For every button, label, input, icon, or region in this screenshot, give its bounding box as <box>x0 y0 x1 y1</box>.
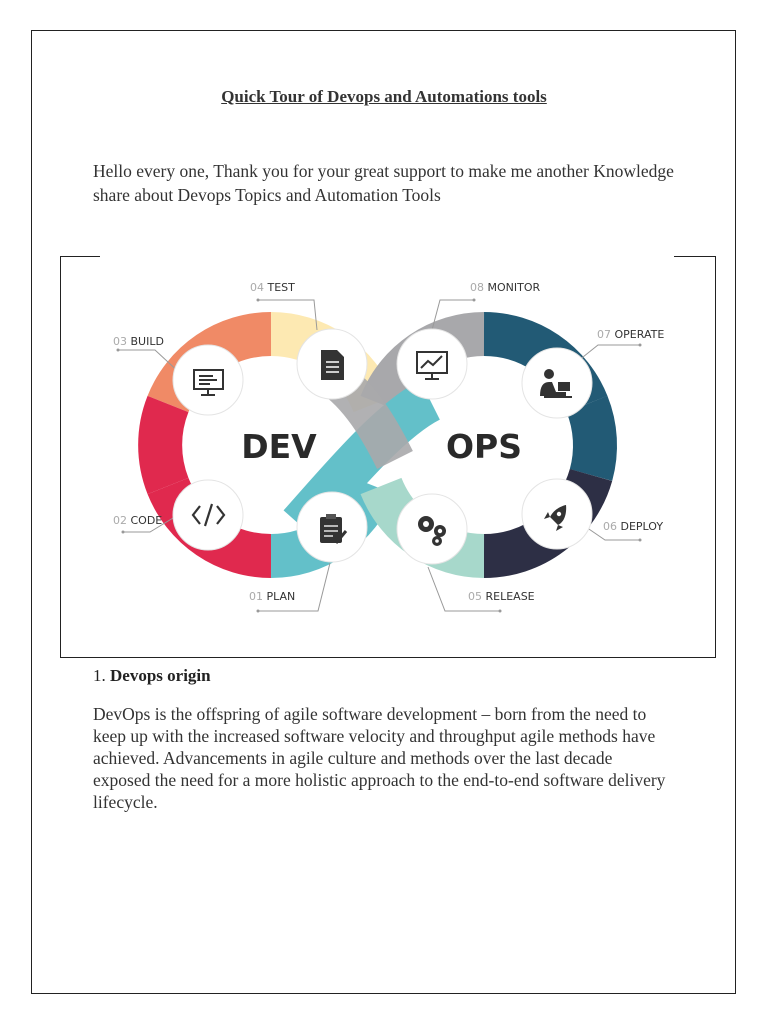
segment-operate-lower <box>566 395 617 481</box>
chart-monitor-icon <box>416 351 448 380</box>
person-laptop-icon <box>540 369 572 398</box>
stage-label-code: 02 CODE <box>113 514 162 527</box>
devops-infinity-diagram: DEV OPS 04 TEST 03 BUILD 02 CODE 01 PLAN… <box>113 281 664 613</box>
rocket-icon <box>544 505 567 531</box>
stage-label-test: 04 TEST <box>250 281 295 294</box>
section-number: 1. <box>93 666 106 685</box>
gears-icon <box>418 516 446 546</box>
figure-frame <box>60 256 716 658</box>
dev-label: DEV <box>241 427 317 466</box>
document-title: Quick Tour of Devops and Automations too… <box>221 87 547 106</box>
clipboard-icon <box>320 514 348 544</box>
intro-paragraph: Hello every one, Thank you for your grea… <box>93 161 674 205</box>
figure-frame-top-left <box>60 256 100 257</box>
stage-label-operate: 07 OPERATE <box>597 328 664 341</box>
stage-label-build: 03 BUILD <box>113 335 164 348</box>
figure-frame-top-right <box>674 256 716 257</box>
section-heading: 1. Devops origin <box>93 666 211 686</box>
section-title: Devops origin <box>110 666 211 685</box>
segment-code <box>138 395 189 495</box>
stage-label-monitor: 08 MONITOR <box>470 281 540 294</box>
ops-label: OPS <box>446 427 522 466</box>
code-icon <box>191 503 226 527</box>
section-body: DevOps is the offspring of agile softwar… <box>93 704 666 812</box>
stage-label-release: 05 RELEASE <box>468 590 535 603</box>
checklist-icon <box>321 350 344 380</box>
stage-label-plan: 01 PLAN <box>249 590 295 603</box>
page-border <box>31 30 736 994</box>
monitor-icon <box>193 369 224 396</box>
stage-label-deploy: 06 DEPLOY <box>603 520 663 533</box>
